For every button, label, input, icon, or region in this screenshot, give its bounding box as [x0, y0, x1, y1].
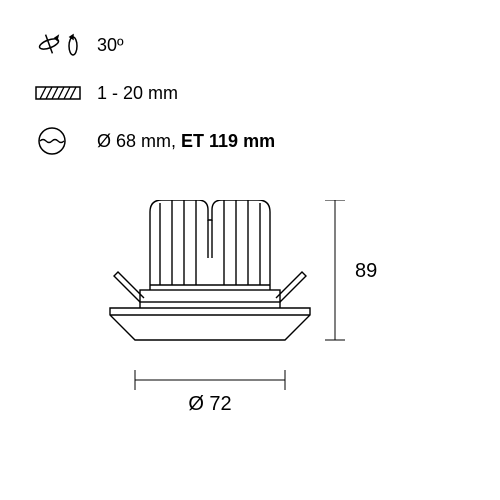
recess-depth: ET 119 mm: [181, 131, 275, 151]
spec-list: 30º 1 - 20 mm: [35, 30, 275, 174]
product-diagram: 89 Ø 72: [100, 200, 400, 470]
spec-tilt: 30º: [35, 30, 275, 60]
thickness-icon: [35, 78, 85, 108]
width-dim-label: Ø 72: [188, 393, 231, 415]
cutout-text: Ø 68 mm, ET 119 mm: [97, 131, 275, 152]
tilt-icon: [35, 30, 85, 60]
cutout-icon: [35, 126, 85, 156]
cutout-diameter: Ø 68 mm,: [97, 131, 176, 151]
height-dim-label: 89: [355, 260, 377, 282]
tilt-label: 30º: [97, 35, 124, 56]
spec-thickness: 1 - 20 mm: [35, 78, 275, 108]
spec-cutout: Ø 68 mm, ET 119 mm: [35, 126, 275, 156]
thickness-label: 1 - 20 mm: [97, 83, 178, 104]
